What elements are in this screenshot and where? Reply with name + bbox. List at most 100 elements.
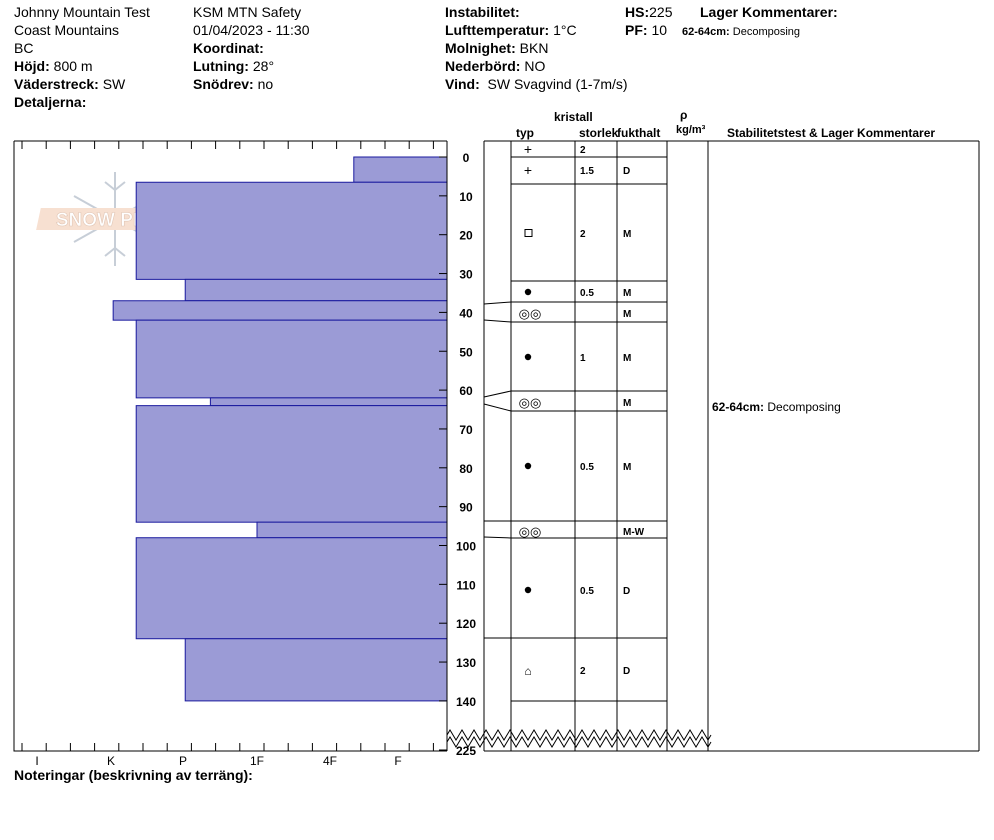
details-label: Detaljerna: <box>14 94 87 110</box>
moisture-value: M <box>623 353 631 364</box>
hardness-bar <box>184 278 448 302</box>
grain-size-value: 0.5 <box>580 288 594 299</box>
aspect-value: SW <box>102 76 126 92</box>
grain-type-symbol <box>524 586 532 594</box>
moisture-value: M-W <box>623 527 645 538</box>
wind-label: Vind: <box>445 76 480 92</box>
moisture-value: M <box>623 229 631 240</box>
layer-table: +2 + 1.5 D 2 M 0.5 M ◎◎ M 1 M ◎◎ M 0.5 M ◎◎ M-W 0.5 D ⌂ 2 D 62-… <box>483 140 980 752</box>
snowdrift-label: Snödrev: <box>193 76 254 92</box>
stability-comment-text: Decomposing <box>764 400 841 414</box>
details-row: Detaljerna: <box>14 93 86 111</box>
moisture-value: D <box>623 166 630 177</box>
hardness-tick-label: 4F <box>323 754 337 768</box>
col-rho: ρ <box>680 108 688 122</box>
grain-type-symbol <box>524 288 532 296</box>
axes: I K P 1F 4F F 0 10 20 30 40 50 60 70 80 90 100 110 120 130 1… <box>21 141 712 768</box>
hs-row: HS:225 <box>625 3 672 21</box>
datetime: 01/04/2023 - 11:30 <box>193 22 310 38</box>
hardness-bar <box>209 397 448 407</box>
hardness-bar <box>184 638 448 702</box>
depth-tick-label: 10 <box>459 190 473 204</box>
coord-label: Koordinat: <box>193 40 264 56</box>
elevation-row: Höjd: 800 m <box>14 57 93 75</box>
depth-tick-label: 50 <box>459 345 473 359</box>
grain-type-symbol: + <box>524 162 532 178</box>
slope-value: 28° <box>252 58 275 74</box>
col-size: storlek <box>579 126 619 140</box>
observer: KSM MTN Safety <box>193 4 302 20</box>
grain-type-symbol: ◎◎ <box>519 306 542 321</box>
depth-connector <box>483 403 512 412</box>
precip-value: NO <box>524 58 546 74</box>
grain-size-value: 1.5 <box>580 166 594 177</box>
grain-size-value: 0.5 <box>580 462 594 473</box>
grain-type-symbol <box>524 353 532 361</box>
precip-row: Nederbörd: NO <box>445 57 545 75</box>
coord-row: Koordinat: <box>193 39 264 57</box>
hs-value: 225 <box>649 4 673 20</box>
col-stability: Stabilitetstest & Lager Kommentarer <box>727 126 936 140</box>
location: Johnny Mountain Test <box>14 4 150 20</box>
aspect-label: Väderstreck: <box>14 76 99 92</box>
wind-row: Vind: SW Svagvind (1-7m/s) <box>445 75 628 93</box>
hardness-tick-label: 1F <box>250 754 264 768</box>
col-type: typ <box>516 126 534 140</box>
hardness-tick-label: I <box>35 754 38 768</box>
depth-tick-label: 80 <box>459 462 473 476</box>
hardness-tick-label: P <box>179 754 187 768</box>
depth-tick-label: 20 <box>459 229 473 243</box>
hardness-bar <box>112 300 448 321</box>
layer-comment-header: 62-64cm: Decomposing <box>682 23 800 41</box>
grain-size-value: 2 <box>580 145 586 156</box>
grain-size-value: 0.5 <box>580 586 594 597</box>
depth-tick-label: 70 <box>459 423 473 437</box>
col-density-unit: kg/m³ <box>676 124 706 136</box>
grain-size-value: 1 <box>580 353 586 364</box>
depth-tick-label: 130 <box>456 656 476 670</box>
elevation-value: 800 m <box>53 58 93 74</box>
moisture-value: D <box>623 666 630 677</box>
slope-row: Lutning: 28° <box>193 57 274 75</box>
grain-type-symbol: ⌂ <box>524 664 531 678</box>
snowdrift-value: no <box>257 76 274 92</box>
snowdrift-row: Snödrev: no <box>193 75 273 93</box>
moisture-value: M <box>623 309 631 320</box>
sky-value: BKN <box>519 40 549 56</box>
depth-tick-label: 120 <box>456 617 476 631</box>
hardness-bar <box>135 319 448 399</box>
depth-tick-label: 225 <box>456 744 476 758</box>
grain-size-value: 2 <box>580 229 586 240</box>
aspect-row: Väderstreck: SW <box>14 75 125 93</box>
depth-tick-label: 140 <box>456 695 476 709</box>
grain-type-symbol: ◎◎ <box>519 524 542 539</box>
moisture-value: D <box>623 586 630 597</box>
depth-tick-label: 90 <box>459 501 473 515</box>
depth-tick-label: 60 <box>459 384 473 398</box>
depth-connector <box>483 390 512 398</box>
state: BC <box>14 40 34 56</box>
instability-label: Instabilitet: <box>445 4 520 20</box>
elevation-label: Höjd: <box>14 58 50 74</box>
stability-comment: 62-64cm: Decomposing <box>712 400 841 414</box>
hardness-tick-label: F <box>394 754 401 768</box>
precip-label: Nederbörd: <box>445 58 521 74</box>
slope-label: Lutning: <box>193 58 249 74</box>
wind-value: SW Svagvind (1-7m/s) <box>487 76 628 92</box>
instability-row: Instabilitet: <box>445 3 520 21</box>
airtemp-value: 1°C <box>553 22 577 38</box>
plot-border <box>13 140 447 752</box>
depth-tick-label: 30 <box>459 268 473 282</box>
depth-tick-label: 100 <box>456 540 476 554</box>
airtemp-label: Lufttemperatur: <box>445 22 550 38</box>
depth-tick-label: 0 <box>463 151 470 165</box>
depth-connector <box>483 319 512 323</box>
col-moisture: fukthalt <box>617 126 661 140</box>
hs-label: HS: <box>625 4 650 20</box>
layer-comment-depth: 62-64cm: <box>682 26 730 38</box>
grain-type-symbol: ◎◎ <box>519 395 542 410</box>
layer-comments-title: Lager Kommentarer: <box>700 4 838 20</box>
pf-value: 10 <box>651 22 668 38</box>
hardness-bar <box>135 537 448 640</box>
